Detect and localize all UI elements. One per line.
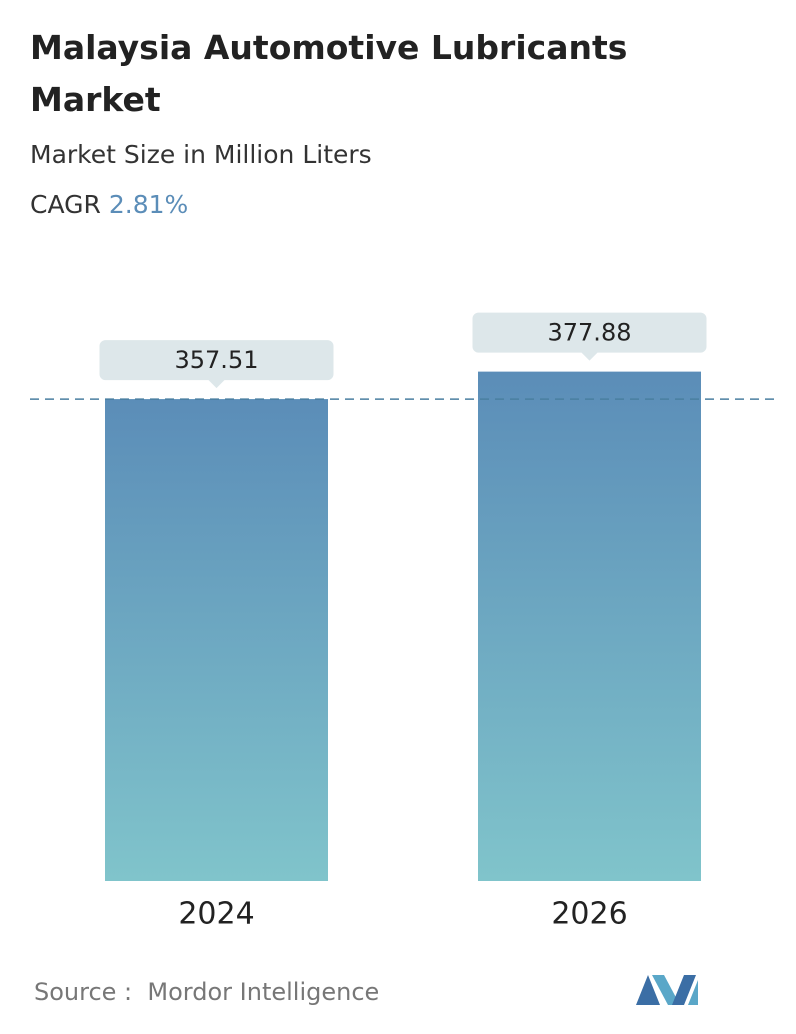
chart-title: Malaysia Automotive Lubricants Market <box>30 28 628 119</box>
value-label: 377.88 <box>548 319 632 347</box>
value-label: 357.51 <box>175 346 259 374</box>
logo <box>636 975 698 1005</box>
value-callout <box>472 312 707 361</box>
cagr: CAGR 2.81% <box>30 190 188 219</box>
source: Source : Mordor Intelligence <box>34 978 380 1006</box>
bar <box>105 399 328 881</box>
value-callout <box>99 340 334 389</box>
cagr-label: CAGR <box>30 190 101 219</box>
bar <box>478 371 701 881</box>
x-tick-label: 2026 <box>551 897 627 932</box>
cagr-value: 2.81% <box>108 190 189 219</box>
x-tick-label: 2024 <box>178 897 254 932</box>
chart-subtitle: Market Size in Million Liters <box>30 140 372 169</box>
